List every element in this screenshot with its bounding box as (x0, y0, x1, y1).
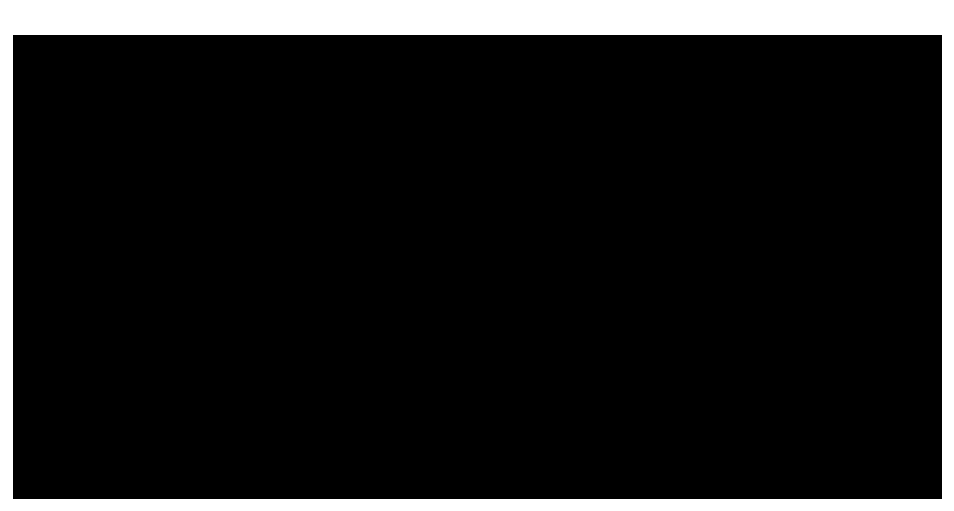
word-cloud-canvas (13, 35, 942, 499)
